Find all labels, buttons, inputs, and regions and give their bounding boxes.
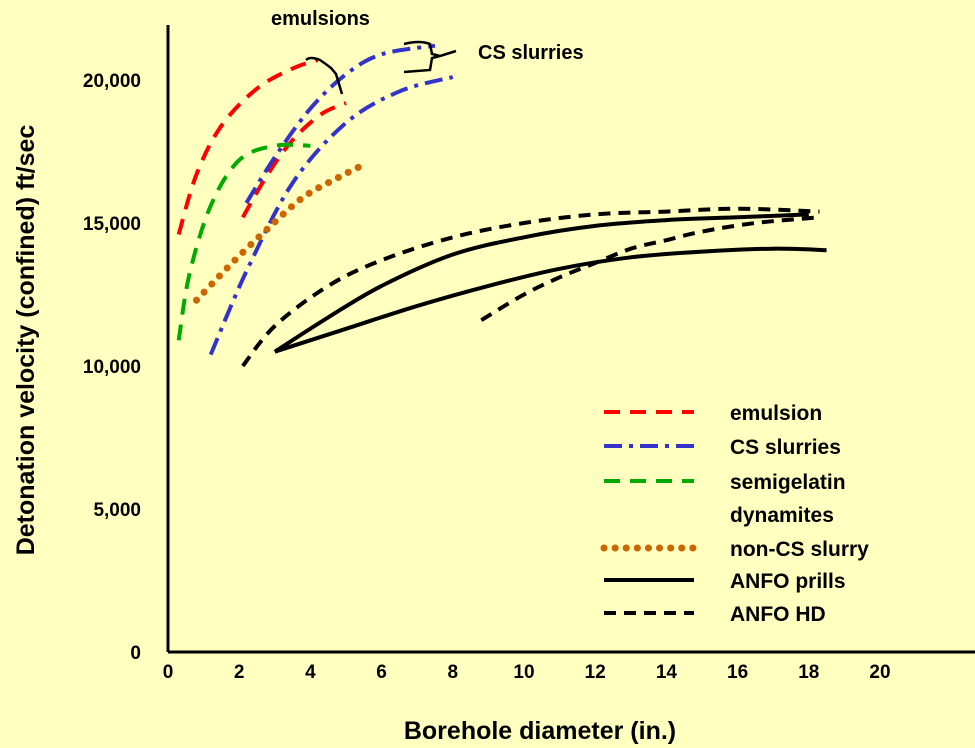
series-line-emulsion-1 — [176, 58, 319, 235]
x-tick-label: 20 — [869, 662, 890, 683]
x-tick-label: 6 — [376, 662, 387, 683]
legend-label-anfo-prills: ANFO prills — [730, 570, 846, 593]
x-tick-label: 14 — [656, 662, 678, 683]
y-axis-label: Detonation velocity (confined) ft/sec — [12, 125, 40, 556]
cs-slurries-bracket — [403, 40, 441, 74]
x-tick-label: 18 — [798, 662, 819, 683]
emulsions-bracket — [305, 56, 344, 95]
y-tick-label: 10,000 — [83, 357, 141, 378]
legend-label-cs-slurries: CS slurries — [730, 436, 841, 459]
series-line-anfo-prills-1 — [273, 212, 809, 354]
annotations: emulsions CS slurries — [271, 8, 584, 95]
x-tick-label: 12 — [585, 662, 606, 683]
series-group — [176, 43, 827, 368]
y-tick-labels: 0 5,000 10,000 15,000 20,000 — [83, 71, 141, 664]
x-tick-label: 0 — [163, 662, 174, 683]
x-tick-label: 2 — [234, 662, 245, 683]
legend: emulsion CS slurries semigelatin dynamites n… — [600, 402, 869, 626]
series-line-anfo-hd-1 — [241, 206, 820, 368]
axes — [166, 25, 975, 654]
x-axis-label: Borehole diameter (in.) — [404, 717, 676, 745]
annotation-cs-slurries: CS slurries — [478, 42, 584, 64]
series-line-non-cs-slurry-1 — [193, 159, 371, 304]
legend-label-emulsion: emulsion — [730, 402, 822, 425]
series-line-cs-slurries-1 — [244, 43, 436, 205]
x-tick-label: 16 — [727, 662, 748, 683]
series-line-anfo-prills-2 — [274, 246, 827, 354]
legend-label-semigelatin-dynamites: semigelatin dynamites — [730, 471, 846, 527]
x-tick-labels: 0 2 4 6 8 10 12 14 16 18 20 — [163, 662, 891, 683]
y-tick-label: 20,000 — [83, 71, 141, 92]
annotation-emulsions: emulsions — [271, 8, 370, 30]
series-line-emulsion-2 — [241, 101, 347, 219]
x-tick-label: 10 — [513, 662, 534, 683]
y-tick-label: 15,000 — [83, 214, 141, 235]
legend-label-non-cs-slurry: non-CS slurry — [730, 538, 869, 561]
series-line-semigelatin-dynamites-1 — [176, 142, 311, 341]
legend-label-anfo-hd: ANFO HD — [730, 603, 826, 626]
x-tick-label: 4 — [305, 662, 316, 683]
y-tick-label: 5,000 — [93, 500, 141, 521]
series-line-cs-slurries-2 — [208, 75, 454, 356]
x-tick-label: 8 — [448, 662, 459, 683]
cs-slurries-leader — [439, 49, 457, 58]
series-line-anfo-hd-2 — [480, 215, 820, 322]
y-tick-label: 0 — [130, 643, 141, 664]
